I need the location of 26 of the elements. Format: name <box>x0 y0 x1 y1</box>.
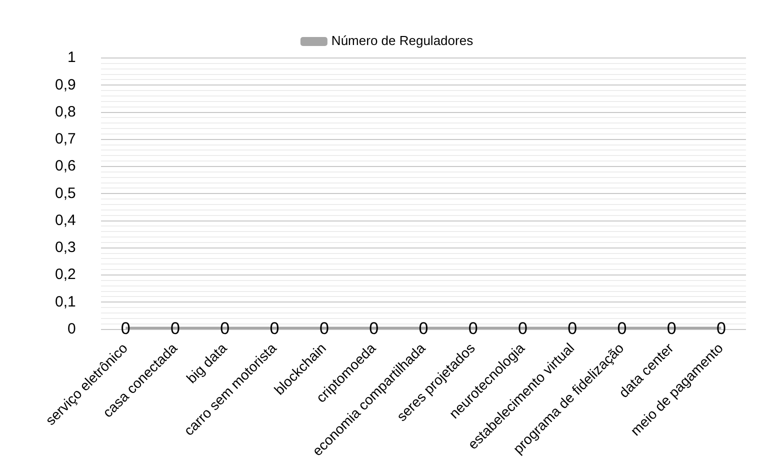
data-label: 0 <box>120 318 130 338</box>
data-label: 0 <box>568 318 578 338</box>
data-label: 0 <box>716 318 726 338</box>
y-tick-label: 0,6 <box>54 158 76 175</box>
y-tick-label: 0 <box>68 320 76 338</box>
data-label: 0 <box>369 318 379 338</box>
x-tick-label: big data <box>183 340 230 386</box>
data-label: 0 <box>518 318 528 338</box>
y-tick-label: 0,5 <box>54 184 76 202</box>
data-label: 0 <box>319 318 329 338</box>
y-tick-label: 0,8 <box>54 103 76 120</box>
y-tick-label: 0,3 <box>54 239 76 256</box>
y-tick-label: 0,7 <box>54 130 76 148</box>
data-label: 0 <box>666 318 676 338</box>
data-label: 0 <box>468 318 478 338</box>
legend-label: Número de Reguladores <box>331 33 474 48</box>
y-tick-label: 0,2 <box>54 266 76 284</box>
data-label: 0 <box>617 318 627 338</box>
data-label: 0 <box>220 318 230 338</box>
data-label: 0 <box>170 318 180 338</box>
data-label: 0 <box>418 318 428 338</box>
y-tick-label: 0,4 <box>54 212 76 229</box>
y-tick-label: 0,9 <box>54 76 76 94</box>
y-tick-label: 1 <box>68 49 76 66</box>
y-tick-label: 0,1 <box>54 293 76 310</box>
data-label: 0 <box>270 318 280 338</box>
